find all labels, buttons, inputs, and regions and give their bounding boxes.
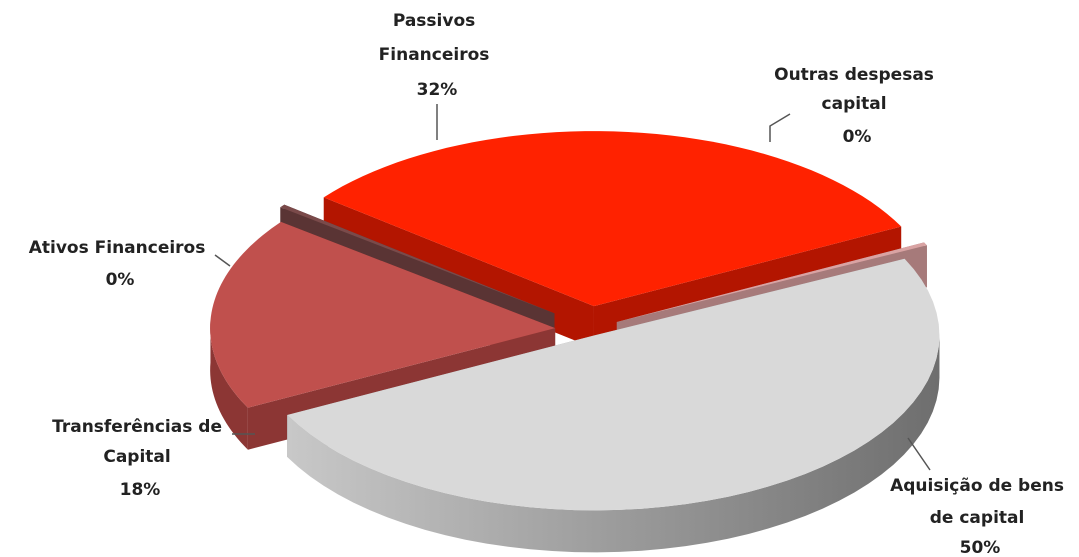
slice-label-transferencias-line2: Capital xyxy=(103,447,170,467)
slice-value-aquisicao: 50% xyxy=(960,538,1001,557)
pie-slice-3 xyxy=(287,258,940,553)
leader-lines xyxy=(214,104,931,471)
pie-slice-2-top xyxy=(616,242,927,322)
pie-slices xyxy=(210,131,940,553)
slice-label-aquisicao-line1: Aquisição de bens xyxy=(890,476,1064,496)
slice-label-outras-line1: Outras despesas xyxy=(774,65,934,85)
pie-labels: Passivos Financeiros 32% Outras despesas… xyxy=(29,11,1070,557)
pie-slice-1-top xyxy=(323,131,902,307)
slice-label-ativos: Ativos Financeiros 0% xyxy=(29,238,212,290)
slice-label-passivos-line2: Financeiros xyxy=(379,45,490,65)
pie-slice-3-outer-side xyxy=(287,335,940,553)
leader-line-aquisicao xyxy=(907,437,931,471)
slice-label-passivos: Passivos Financeiros 32% xyxy=(379,11,496,100)
slice-value-ativos: 0% xyxy=(106,270,135,290)
pie-slice-3-top xyxy=(287,258,940,511)
pie-slice-4-outer-side xyxy=(210,320,248,450)
slice-label-transferencias-line1: Transferências de xyxy=(52,417,222,437)
slice-value-outras: 0% xyxy=(843,127,872,147)
slice-label-transferencias: Transferências de Capital 18% xyxy=(52,417,228,500)
slice-value-passivos: 32% xyxy=(417,80,458,100)
slice-label-aquisicao-line2: de capital xyxy=(930,508,1025,528)
leader-line-outras xyxy=(769,113,791,142)
slice-label-aquisicao: Aquisição de bens de capital 50% xyxy=(890,476,1070,557)
pie-slice-5-top xyxy=(280,204,555,314)
leader-line-ativos xyxy=(214,254,231,267)
pie-slice-4-top xyxy=(210,221,556,408)
slice-label-outras: Outras despesas capital 0% xyxy=(774,65,940,147)
slice-label-outras-line2: capital xyxy=(822,94,887,114)
slice-label-passivos-line1: Passivos xyxy=(393,11,475,31)
slice-value-transferencias: 18% xyxy=(120,480,161,500)
slice-label-ativos-line1: Ativos Financeiros xyxy=(29,238,206,258)
